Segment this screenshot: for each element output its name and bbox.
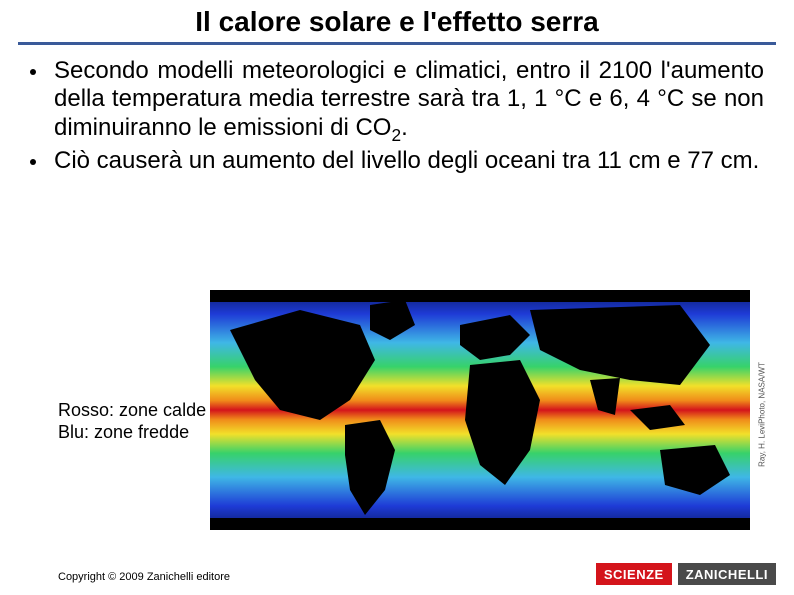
bullet-sub: 2 — [391, 124, 401, 144]
bullet-pre: Secondo modelli meteorologici e climatic… — [54, 57, 764, 141]
logo-zanichelli: ZANICHELLI — [678, 563, 776, 585]
list-item: Secondo modelli meteorologici e climatic… — [30, 57, 764, 145]
bullet-text: Ciò causerà un aumento del livello degli… — [54, 147, 759, 174]
map-svg — [210, 290, 750, 530]
list-item: Ciò causerà un aumento del livello degli… — [30, 147, 764, 178]
bullet-post: . — [401, 114, 408, 141]
bullet-pre: Ciò causerà un aumento del livello degli… — [54, 147, 759, 174]
publisher-logo: SCIENZE ZANICHELLI — [596, 563, 776, 585]
slide-title: Il calore solare e l'effetto serra — [0, 0, 794, 42]
image-credit: Ray, H. LeviPhoto, NASA/WT — [758, 362, 767, 467]
bullet-list: Secondo modelli meteorologici e climatic… — [30, 57, 764, 178]
copyright-text: Copyright © 2009 Zanichelli editore — [58, 571, 230, 583]
caption-line-2: Blu: zone fredde — [58, 422, 206, 444]
body-area: Secondo modelli meteorologici e climatic… — [0, 45, 794, 178]
footer: Copyright © 2009 Zanichelli editore SCIE… — [0, 555, 794, 595]
world-heat-map: Ray, H. LeviPhoto, NASA/WT — [210, 290, 750, 530]
bullet-text: Secondo modelli meteorologici e climatic… — [54, 57, 764, 141]
caption-line-1: Rosso: zone calde — [58, 400, 206, 422]
map-caption: Rosso: zone calde Blu: zone fredde — [58, 400, 206, 443]
logo-scienze: SCIENZE — [596, 563, 672, 585]
map-background — [210, 290, 750, 530]
